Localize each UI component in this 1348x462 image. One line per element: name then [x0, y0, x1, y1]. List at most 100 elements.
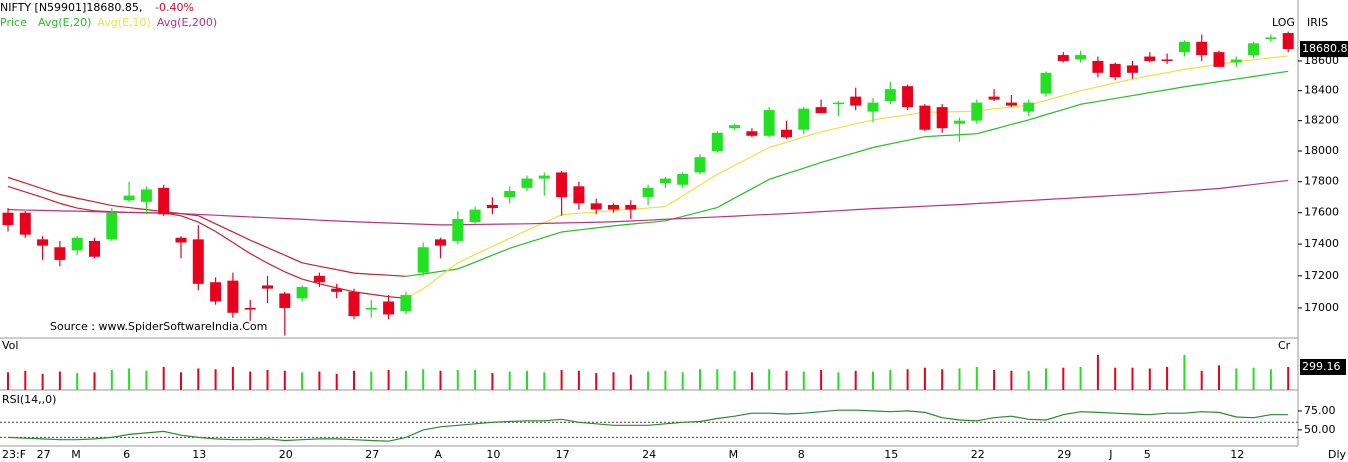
average-line: [1132, 192, 1150, 196]
candle-body: [175, 237, 187, 243]
y-tick-label: 18000: [1304, 144, 1339, 157]
periodicity: Dly: [1328, 448, 1347, 461]
average-line: [198, 221, 216, 233]
volume-bar: [664, 370, 667, 390]
average-line: [267, 247, 286, 256]
average-line: [25, 182, 43, 190]
legend-entry: Avg(E,200): [157, 16, 217, 29]
volume-bar: [820, 370, 823, 390]
candle-body: [279, 293, 291, 308]
average-line: [232, 242, 251, 255]
average-line: [215, 230, 234, 244]
candle-body: [210, 282, 222, 302]
average-line: [942, 134, 960, 137]
volume-bar: [180, 372, 182, 390]
volume-bar: [958, 368, 961, 390]
average-line: [1270, 179, 1289, 184]
volume-bar: [41, 373, 44, 390]
rsi-tick-label: 50.00: [1304, 423, 1336, 436]
average-line: [492, 237, 510, 248]
average-line: [1028, 114, 1047, 121]
candle-body: [521, 178, 533, 188]
average-line: [872, 207, 891, 210]
average-line: [301, 262, 320, 267]
candle-body: [729, 125, 741, 129]
x-tick-label: 15: [884, 448, 898, 461]
average-line: [7, 176, 26, 184]
average-line: [786, 212, 804, 215]
average-line: [820, 156, 839, 164]
volume-bar: [993, 370, 996, 390]
average-line: [1045, 108, 1064, 116]
average-line: [250, 216, 268, 219]
average-line: [803, 211, 822, 214]
candle-body: [1265, 37, 1277, 39]
average-line: [1045, 95, 1064, 101]
average-line: [474, 254, 493, 263]
candle-body: [1057, 55, 1069, 61]
volume-bar: [266, 370, 269, 390]
candle-body: [383, 301, 395, 315]
x-tick-label: 27: [37, 448, 51, 461]
average-line: [699, 216, 718, 219]
volume-bar: [1287, 366, 1290, 390]
x-tick-label: 29: [1057, 448, 1071, 461]
average-line: [509, 242, 528, 249]
average-line: [1218, 185, 1237, 190]
average-line: [1218, 78, 1237, 83]
candle-body: [850, 96, 862, 106]
volume-bar: [58, 371, 61, 390]
average-line: [180, 215, 199, 223]
average-line: [180, 213, 199, 216]
x-tick-label: 24: [642, 448, 656, 461]
volume-bar: [387, 370, 390, 390]
average-line: [682, 211, 701, 218]
candle-body: [590, 203, 602, 210]
candle-body: [815, 107, 827, 114]
average-line: [838, 123, 856, 129]
average-line: [769, 173, 787, 180]
volume-bar: [975, 366, 978, 390]
volume-bar: [1062, 367, 1065, 390]
volume-bar: [1079, 366, 1082, 390]
candle-body: [1144, 56, 1156, 61]
average-line: [267, 262, 286, 273]
average-line: [699, 173, 718, 186]
average-line: [665, 195, 684, 208]
candle-body: [452, 218, 464, 241]
volume-bar: [1096, 355, 1099, 390]
candle-body: [1005, 102, 1017, 106]
average-line: [526, 236, 545, 244]
average-line: [561, 212, 579, 216]
average-line: [77, 207, 95, 212]
average-line: [232, 215, 251, 218]
candle-body: [573, 186, 585, 204]
average-line: [786, 136, 804, 143]
volume-bar: [1148, 368, 1151, 390]
volume-bar: [422, 369, 425, 390]
average-line: [249, 253, 268, 264]
average-line: [1149, 89, 1168, 94]
average-line: [682, 217, 701, 220]
average-line: [821, 210, 839, 213]
average-line: [388, 274, 406, 277]
average-line: [1132, 92, 1150, 97]
average-line: [890, 139, 908, 145]
volume-unit: Cr: [1278, 339, 1291, 352]
candle-body: [486, 204, 498, 209]
volume-bar: [854, 370, 857, 390]
y-tick-label: 17400: [1304, 237, 1339, 250]
candle-body: [798, 108, 810, 130]
average-line: [336, 269, 355, 274]
volume-bar: [733, 370, 736, 390]
average-line: [1080, 195, 1098, 199]
average-line: [924, 204, 943, 207]
candle-body: [504, 190, 516, 198]
volume-bar: [526, 370, 528, 390]
x-tick-label: A: [435, 448, 443, 461]
average-line: [734, 188, 753, 199]
legend-entry: Avg(E,20): [38, 16, 91, 29]
y-tick-label: 17200: [1304, 269, 1339, 282]
average-line: [371, 221, 389, 224]
x-tick-label: 27: [365, 448, 379, 461]
